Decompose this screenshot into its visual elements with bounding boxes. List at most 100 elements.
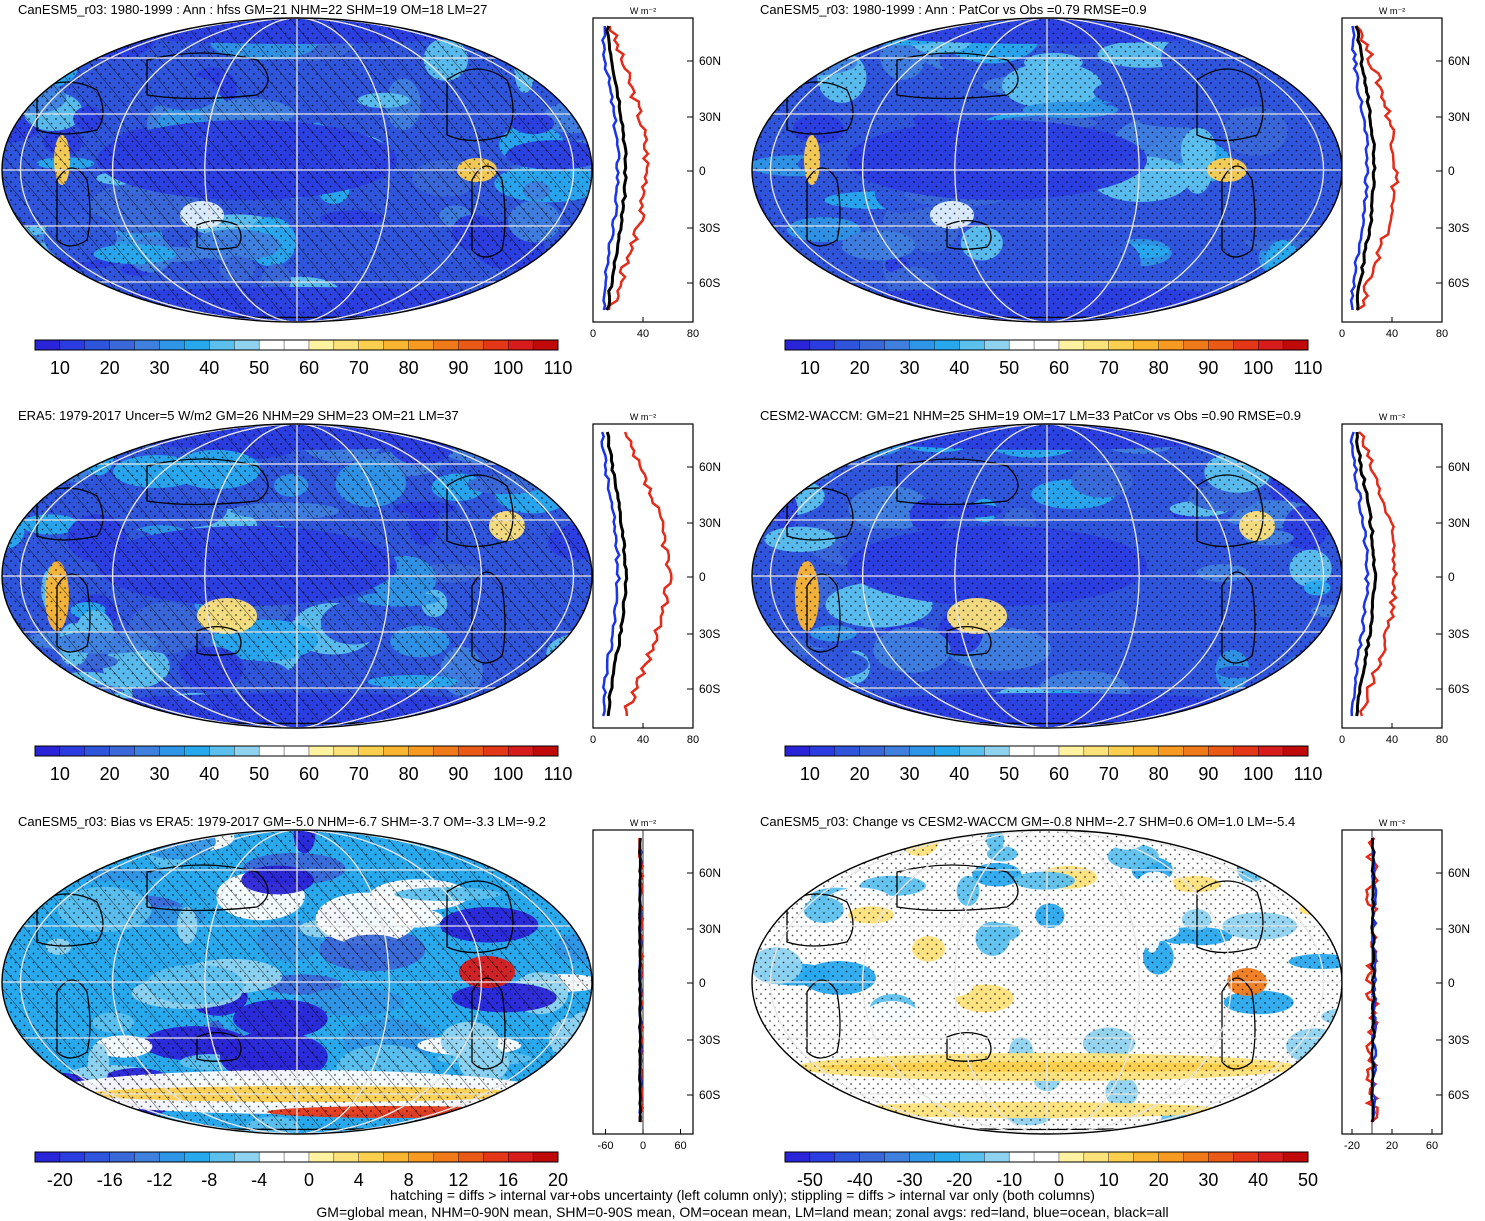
lat-tick-label: 60N	[699, 460, 721, 474]
lat-tick-label: 30N	[1448, 110, 1470, 124]
colorbar-swatch	[184, 339, 210, 351]
colorbar-label: 10	[800, 358, 820, 378]
colorbar-swatch	[1158, 339, 1184, 351]
zonal-units: W m⁻²	[630, 818, 656, 828]
lat-tick-label: 30S	[1448, 221, 1469, 235]
panel-title: CanESM5_r03: 1980-1999 : Ann : PatCor vs…	[760, 2, 1147, 17]
colorbar-frame	[784, 745, 1309, 757]
colorbar-swatch	[1183, 1151, 1209, 1163]
colorbar-swatch	[784, 339, 811, 351]
lat-tick-label: 30S	[1448, 627, 1469, 641]
colorbar-swatch	[1108, 339, 1135, 351]
colorbar-swatch	[258, 339, 285, 351]
map-border	[1, 829, 593, 1135]
zonal-tick-label: 80	[1436, 734, 1448, 746]
colorbar-swatch	[984, 339, 1010, 351]
zonal-all-line	[1354, 25, 1377, 311]
colorbar-label: -16	[97, 1170, 123, 1190]
panel-p1: CanESM5_r03: 1980-1999 : Ann : hfss GM=2…	[0, 0, 735, 400]
zonal-ocean-line	[1349, 25, 1370, 311]
colorbar-swatch	[909, 339, 935, 351]
zonal-tick-label: 0	[1339, 328, 1345, 340]
colorbar-swatch	[1233, 1151, 1259, 1163]
lat-tick-label: 60S	[1448, 1088, 1469, 1102]
colorbar-label: 70	[1099, 358, 1119, 378]
colorbar-label: 100	[493, 358, 523, 378]
colorbar-swatch	[358, 339, 385, 351]
lat-tick-label: 0	[699, 164, 706, 178]
colorbar-label: 70	[349, 764, 369, 784]
world-map	[2, 18, 592, 322]
panel-graphic: W m⁻² 60N 30N 0 30S 60S 0 40 80 10 20 30 40 50 60 70 80 9…	[1, 6, 721, 378]
colorbar-label: 10	[50, 764, 70, 784]
lat-tick-label: 60N	[1448, 54, 1470, 68]
colorbar-label: 4	[354, 1170, 364, 1190]
colorbar-swatch	[934, 745, 960, 757]
zonal-tick-label: 40	[637, 734, 649, 746]
colorbar-swatch	[784, 1151, 811, 1163]
zonal-units: W m⁻²	[630, 6, 656, 16]
colorbar-swatch	[34, 1151, 61, 1163]
colorbar-label: 50	[249, 358, 269, 378]
zonal-tick-label: 40	[637, 328, 649, 340]
footer-line-1: hatching = diffs > internal var+obs unce…	[390, 1187, 1095, 1203]
colorbar-swatch	[34, 339, 61, 351]
lat-tick-label: 30N	[1448, 516, 1470, 530]
colorbar-label: -40	[847, 1170, 873, 1190]
colorbar-swatch	[507, 1151, 534, 1163]
zonal-frame	[1341, 829, 1443, 1135]
lat-tick-label: 60N	[1448, 866, 1470, 880]
colorbar-swatch	[1208, 1151, 1234, 1163]
colorbar-swatch	[84, 339, 111, 351]
zonal-all-line	[1355, 431, 1378, 717]
lat-tick-label: 30S	[1448, 1033, 1469, 1047]
colorbar-swatch	[433, 339, 459, 351]
colorbar-label: 80	[1149, 764, 1169, 784]
colorbar-swatch	[134, 339, 161, 351]
panel-p5: CanESM5_r03: Bias vs ERA5: 1979-2017 GM=…	[0, 812, 735, 1212]
colorbar-swatch	[1233, 339, 1259, 351]
colorbar-swatch	[1033, 339, 1060, 351]
panel-graphic: W m⁻² 60N 30N 0 30S 60S -60 0 60 -20 -16 -12 -8 -4 0 4 8…	[1, 818, 721, 1190]
colorbar-swatch	[283, 1151, 310, 1163]
zonal-tick-label: 20	[1386, 1140, 1398, 1152]
zonal-frame	[592, 17, 694, 323]
lat-tick-label: 60S	[699, 276, 720, 290]
lat-tick-label: 30S	[699, 221, 720, 235]
colorbar-label: 0	[1054, 1170, 1064, 1190]
colorbar-swatch	[1183, 745, 1209, 757]
lat-tick-label: 0	[1448, 976, 1455, 990]
colorbar-swatch	[1058, 745, 1085, 757]
colorbar-label: 50	[1298, 1170, 1318, 1190]
colorbar-swatch	[84, 745, 111, 757]
colorbar-label: 80	[399, 764, 419, 784]
colorbar-swatch	[283, 339, 310, 351]
colorbar-label: 50	[999, 358, 1019, 378]
colorbar-swatch	[884, 339, 911, 351]
colorbar-label: -50	[797, 1170, 823, 1190]
colorbar-swatch	[859, 339, 886, 351]
colorbar-swatch	[1133, 745, 1160, 757]
colorbar-swatch	[258, 1151, 285, 1163]
colorbar-label: -4	[251, 1170, 267, 1190]
colorbar-swatch	[1033, 745, 1060, 757]
colorbar-swatch	[383, 1151, 410, 1163]
zonal-land-line	[607, 25, 650, 311]
zonal-ocean-line	[601, 25, 621, 311]
zonal-tick-label: 80	[687, 328, 699, 340]
colorbar-swatch	[1282, 745, 1309, 757]
world-map	[752, 18, 1342, 322]
zonal-land-line	[1358, 431, 1399, 717]
colorbar-label: 60	[299, 764, 319, 784]
colorbar-swatch	[532, 1151, 559, 1163]
colorbar-swatch	[1133, 1151, 1160, 1163]
colorbar-swatch	[959, 339, 985, 351]
colorbar-label: 20	[100, 764, 120, 784]
colorbar-frame	[784, 339, 1309, 351]
colorbar-swatch	[134, 1151, 161, 1163]
panel-graphic: W m⁻² 60N 30N 0 30S 60S -20 20 60 -50 -40 -30 -20 -10…	[751, 818, 1470, 1190]
lat-tick-label: 60N	[1448, 460, 1470, 474]
colorbar-label: 16	[498, 1170, 518, 1190]
footer-line-2: GM=global mean, NHM=0-90N mean, SHM=0-90…	[316, 1204, 1169, 1220]
colorbar-label: 100	[1243, 764, 1273, 784]
